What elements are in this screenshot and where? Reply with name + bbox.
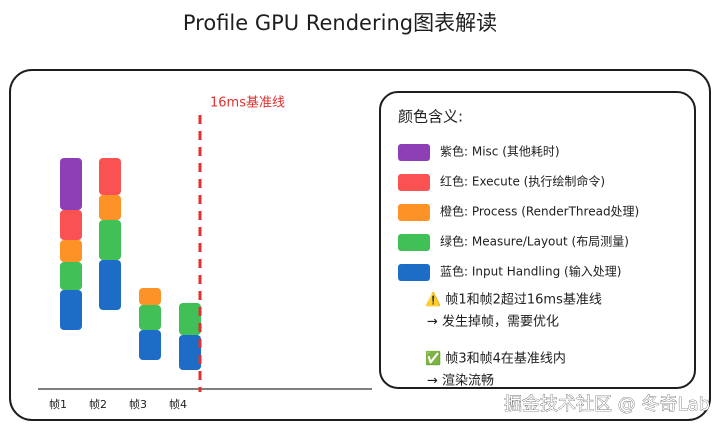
frame-label: 帧4 <box>169 397 187 411</box>
frame-label: 帧2 <box>89 397 107 411</box>
bar-segment <box>99 220 121 260</box>
legend-title: 颜色含义: <box>398 108 463 126</box>
note: → 发生掉帧，需要优化 <box>427 314 559 330</box>
bar-segment <box>99 195 121 220</box>
legend-label: 红色: Execute (执行绘制命令) <box>440 174 605 189</box>
note: ⚠️ 帧1和帧2超过16ms基准线 <box>425 292 602 308</box>
note: ✅ 帧3和帧4在基准线内 <box>425 351 566 367</box>
baseline-label: 16ms基准线 <box>210 96 285 111</box>
bar-segment <box>60 290 82 330</box>
legend-swatch <box>398 264 430 281</box>
title: Profile GPU Rendering图表解读 <box>183 11 497 35</box>
bar-segment <box>60 210 82 240</box>
legend-label: 蓝色: Input Handling (输入处理) <box>440 264 621 279</box>
legend-swatch <box>398 204 430 221</box>
bar-segment <box>99 260 121 310</box>
legend-swatch <box>398 144 430 161</box>
bar-segment <box>60 262 82 290</box>
legend-swatch <box>398 234 430 251</box>
outer-frame <box>9 69 711 421</box>
frame-label: 帧1 <box>49 397 67 411</box>
legend-label: 绿色: Measure/Layout (布局测量) <box>440 234 629 249</box>
bar-segment <box>60 240 82 262</box>
bar-segment <box>139 330 161 360</box>
legend-box <box>379 91 696 389</box>
bar-segment <box>179 335 201 370</box>
bar-segment <box>60 158 82 210</box>
bar-segment <box>179 303 201 335</box>
frame-labels: 帧1 帧2 帧3 帧4 <box>49 397 187 411</box>
legend-label: 紫色: Misc (其他耗时) <box>440 145 560 159</box>
bar-segment <box>139 288 161 305</box>
legend-swatch <box>398 174 430 191</box>
legend-label: 橙色: Process (RenderThread处理) <box>440 204 639 219</box>
note: → 渲染流畅 <box>427 374 494 389</box>
bar-segment <box>139 305 161 330</box>
bar-segment <box>99 158 121 195</box>
watermark: 掘金技术社区 @ 冬奇Lab <box>504 394 710 415</box>
bars <box>60 158 201 370</box>
legend: 紫色: Misc (其他耗时) 红色: Execute (执行绘制命令) 橙色: P… <box>398 144 639 281</box>
frame-label: 帧3 <box>129 397 147 411</box>
